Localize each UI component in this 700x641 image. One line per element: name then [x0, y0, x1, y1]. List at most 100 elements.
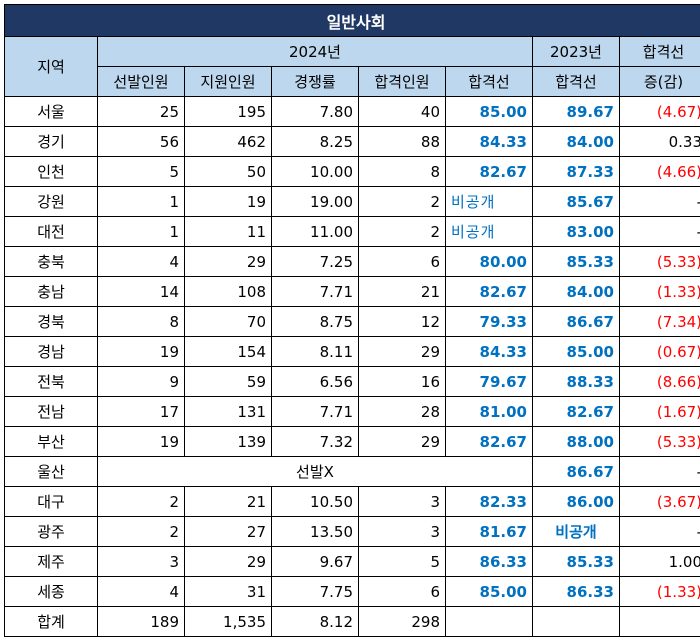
cutoff-2023-cell: 89.67: [532, 96, 620, 127]
passed-cell: 29: [358, 336, 446, 367]
total-applicants: 1,535: [184, 606, 272, 637]
diff-cell: (5.33): [618, 426, 700, 457]
region-cell: 세종: [4, 576, 98, 607]
applicants-cell: 131: [184, 396, 272, 427]
diff-cell: (1.33): [618, 576, 700, 607]
ratio-header: 경쟁률: [271, 66, 359, 97]
cutoff-2023-cell: 86.67: [532, 306, 620, 337]
passed-cell: 28: [358, 396, 446, 427]
region-cell: 부산: [4, 426, 98, 457]
passed-cell: 40: [358, 96, 446, 127]
cutoff-2024-cell: 85.00: [445, 576, 533, 607]
table-row: 경남 19 154 8.11 29 84.33 85.00 (0.67): [4, 336, 700, 367]
selected-cell: 1: [97, 186, 185, 217]
applicants-cell: 195: [184, 96, 272, 127]
applicants-cell: 139: [184, 426, 272, 457]
diff-cell: 1.00: [618, 546, 700, 577]
region-cell: 전남: [4, 396, 98, 427]
diff-header-top: 합격선: [618, 36, 700, 67]
selected-cell: 56: [97, 126, 185, 157]
applicants-cell: 11: [184, 216, 272, 247]
total-selected: 189: [97, 606, 185, 637]
selected-cell: 8: [97, 306, 185, 337]
cutoff-2023-header: 합격선: [532, 66, 620, 97]
header-row-2: 선발인원 지원인원 경쟁률 합격인원 합격선 합격선 증(감): [5, 66, 700, 97]
selected-header: 선발인원: [97, 66, 185, 97]
table-row: 경기 56 462 8.25 88 84.33 84.00 0.33: [4, 126, 700, 157]
cutoff-2024-cell: 비공개: [445, 216, 533, 247]
diff-cell: (8.66): [618, 366, 700, 397]
cutoff-2023-cell: 88.33: [532, 366, 620, 397]
cutoff-2024-cell: 비공개: [445, 186, 533, 217]
ratio-cell: 9.67: [271, 546, 359, 577]
diff-header-bottom: 증(감): [618, 66, 700, 97]
selected-cell: 17: [97, 396, 185, 427]
applicants-cell: 108: [184, 276, 272, 307]
cutoff-2024-cell: 84.33: [445, 126, 533, 157]
year-2023-header: 2023년: [532, 36, 620, 67]
total-row: 합계 189 1,535 8.12 298: [4, 606, 700, 637]
table-row: 서울 25 195 7.80 40 85.00 89.67 (4.67): [4, 96, 700, 127]
cutoff-2023-cell: 87.33: [532, 156, 620, 187]
diff-cell: (3.67): [618, 486, 700, 517]
total-label: 합계: [4, 606, 98, 637]
table-row: 대구 2 21 10.50 3 82.33 86.00 (3.67): [4, 486, 700, 517]
cutoff-2024-cell: 79.67: [445, 366, 533, 397]
region-cell: 전북: [4, 366, 98, 397]
cutoff-2024-cell: 79.33: [445, 306, 533, 337]
passed-cell: 3: [358, 486, 446, 517]
table-row: 충북 4 29 7.25 6 80.00 85.33 (5.33): [4, 246, 700, 277]
ratio-cell: 19.00: [271, 186, 359, 217]
total-empty-cell: [532, 606, 620, 637]
applicants-cell: 27: [184, 516, 272, 547]
applicants-cell: 29: [184, 546, 272, 577]
diff-cell: (4.66): [618, 156, 700, 187]
selected-cell: 3: [97, 546, 185, 577]
ratio-cell: 7.32: [271, 426, 359, 457]
no-selection-note: 선발X: [97, 456, 533, 487]
table-row: 인천 5 50 10.00 8 82.67 87.33 (4.66): [4, 156, 700, 187]
total-ratio: 8.12: [271, 606, 359, 637]
region-cell: 경기: [4, 126, 98, 157]
diff-cell: (0.67): [618, 336, 700, 367]
diff-cell: -: [618, 516, 700, 547]
cutoff-2024-cell: 82.67: [445, 426, 533, 457]
region-cell: 울산: [4, 456, 98, 487]
cutoff-2023-cell: 85.33: [532, 246, 620, 277]
ratio-cell: 7.71: [271, 396, 359, 427]
passed-cell: 5: [358, 546, 446, 577]
cutoff-table: 일반사회 지역 2024년 2023년 합격선 선발인원 지원인원 경쟁률 합격…: [3, 4, 700, 637]
applicants-header: 지원인원: [184, 66, 272, 97]
cutoff-2023-cell: 84.00: [532, 126, 620, 157]
selected-cell: 4: [97, 246, 185, 277]
diff-cell: (5.33): [618, 246, 700, 277]
region-cell: 제주: [4, 546, 98, 577]
applicants-cell: 21: [184, 486, 272, 517]
cutoff-2023-cell: 84.00: [532, 276, 620, 307]
cutoff-2023-cell: 85.00: [532, 336, 620, 367]
cutoff-2024-cell: 86.33: [445, 546, 533, 577]
passed-cell: 2: [358, 216, 446, 247]
applicants-cell: 70: [184, 306, 272, 337]
cutoff-2023-cell: 85.67: [532, 186, 620, 217]
diff-cell: -: [618, 186, 700, 217]
passed-header: 합격인원: [358, 66, 446, 97]
table-row: 세종 4 31 7.75 6 85.00 86.33 (1.33): [4, 576, 700, 607]
passed-cell: 6: [358, 576, 446, 607]
cutoff-2023-cell: 86.67: [532, 456, 620, 487]
selected-cell: 2: [97, 516, 185, 547]
cutoff-2024-cell: 81.67: [445, 516, 533, 547]
cutoff-2024-cell: 81.00: [445, 396, 533, 427]
applicants-cell: 59: [184, 366, 272, 397]
passed-cell: 16: [358, 366, 446, 397]
selected-cell: 14: [97, 276, 185, 307]
selected-cell: 19: [97, 426, 185, 457]
passed-cell: 12: [358, 306, 446, 337]
applicants-cell: 154: [184, 336, 272, 367]
selected-cell: 5: [97, 156, 185, 187]
header-row-1: 지역 2024년 2023년 합격선: [4, 36, 700, 97]
region-cell: 경북: [4, 306, 98, 337]
passed-cell: 3: [358, 516, 446, 547]
table-row: 제주 3 29 9.67 5 86.33 85.33 1.00: [4, 546, 700, 577]
